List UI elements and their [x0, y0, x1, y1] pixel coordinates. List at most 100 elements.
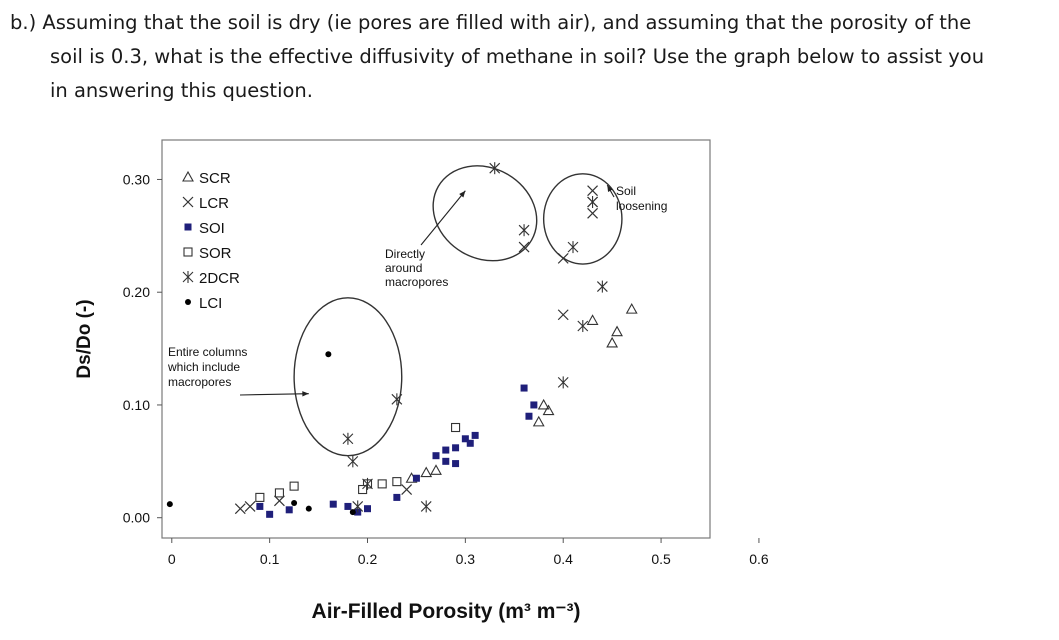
point-lcr-stroke — [557, 252, 569, 264]
point-soi — [442, 446, 450, 454]
point-sor — [289, 481, 299, 491]
point-2dcr — [347, 455, 359, 468]
point-sor — [392, 477, 402, 487]
point-lcr — [401, 484, 413, 495]
point-soi — [285, 506, 293, 514]
x-tick-label: 0.6 — [749, 551, 769, 567]
y-tick-label: 0.00 — [123, 510, 150, 526]
legend-marker-sor — [183, 247, 193, 257]
point-scr — [537, 398, 550, 410]
point-2dcr — [420, 500, 432, 513]
point-soi — [530, 401, 538, 409]
point-soi — [329, 500, 337, 508]
point-2dcr — [342, 432, 354, 445]
point-scr — [611, 325, 623, 337]
question-text: b.) Assuming that the soil is dry (ie po… — [10, 6, 1050, 108]
point-soi — [466, 439, 474, 447]
point-soi — [412, 474, 420, 482]
point-2dcr — [391, 393, 403, 406]
legend-marker-lcr — [182, 196, 194, 208]
legend-marker-lcr-stroke — [182, 196, 194, 208]
point-lcr — [518, 241, 530, 253]
point-lcr-stroke — [557, 309, 569, 321]
point-soi — [452, 460, 460, 468]
point-lcr-stroke — [401, 484, 413, 495]
legend-marker-2dcr — [182, 271, 194, 283]
point-lcr-stroke — [587, 207, 598, 219]
point-2dcr — [587, 196, 598, 209]
annotation-text: Directly around macropores — [385, 247, 448, 289]
annotation-text: Entire columns which include macropores — [167, 345, 247, 389]
point-lcr-stroke — [587, 185, 598, 197]
x-tick-label: 0.5 — [651, 551, 671, 567]
point-2dcr — [567, 241, 579, 254]
highlight-ellipse — [293, 297, 403, 457]
highlight-ellipse — [432, 165, 538, 262]
point-soi — [432, 452, 440, 460]
point-lcr — [557, 309, 569, 321]
question-line-1: b.) Assuming that the soil is dry (ie po… — [10, 11, 972, 34]
point-lcr — [244, 501, 256, 512]
point-2dcr — [577, 320, 589, 333]
point-lci — [305, 505, 312, 512]
point-lcr — [234, 503, 246, 515]
point-scr — [606, 336, 619, 348]
point-soi — [452, 444, 460, 452]
legend-label: LCR — [199, 195, 229, 212]
y-axis-label: Ds/Do (-) — [74, 299, 95, 378]
point-lcr — [587, 185, 598, 197]
question-line-3: in answering this question. — [50, 79, 313, 102]
y-tick-label: 0.20 — [123, 284, 150, 300]
point-soi — [442, 457, 450, 465]
annotation-arrow — [420, 190, 466, 246]
x-tick-label: 0.3 — [456, 551, 476, 567]
point-soi — [525, 412, 533, 420]
point-lci — [349, 509, 356, 516]
point-sor — [377, 479, 387, 489]
point-scr — [542, 404, 555, 416]
point-2dcr — [557, 376, 569, 389]
legend-marker-soi — [184, 223, 192, 231]
legend-marker-scr — [182, 170, 194, 182]
point-soi — [266, 510, 274, 518]
point-sor — [255, 492, 265, 502]
x-tick-label: 0.4 — [553, 551, 573, 567]
x-tick-label: 0 — [168, 551, 176, 567]
point-lci — [166, 501, 173, 508]
question-line-2: soil is 0.3, what is the effective diffu… — [50, 45, 985, 68]
point-lcr — [557, 252, 569, 264]
plot-frame — [161, 139, 711, 539]
point-lcr-stroke — [234, 503, 246, 515]
point-scr — [532, 415, 545, 427]
point-scr — [430, 464, 442, 475]
point-lci — [325, 351, 332, 358]
point-soi — [471, 431, 479, 439]
point-2dcr — [518, 224, 530, 237]
point-soi — [364, 505, 371, 513]
point-soi — [393, 493, 401, 501]
x-axis-label: Air-Filled Porosity (m³ m⁻³) — [312, 600, 581, 623]
point-soi — [461, 435, 469, 443]
point-soi — [256, 502, 264, 510]
legend-label: 2DCR — [199, 270, 240, 287]
annotation-arrowhead — [607, 185, 613, 193]
legend-marker-lci — [185, 299, 191, 305]
point-soi — [344, 502, 352, 510]
legend-label: SCR — [199, 170, 231, 187]
legend-label: SOR — [199, 245, 232, 262]
annotation-text: Soil loosening — [616, 184, 667, 213]
point-lci — [291, 500, 298, 507]
highlight-ellipse — [542, 173, 623, 265]
x-tick-label: 0.2 — [358, 551, 378, 567]
point-sor — [274, 488, 284, 498]
point-sor — [358, 484, 368, 495]
point-2dcr — [362, 477, 373, 490]
legend-label: LCI — [199, 295, 222, 312]
point-lcr-stroke — [244, 501, 256, 512]
y-tick-label: 0.10 — [123, 397, 150, 413]
point-scr — [420, 466, 433, 478]
point-2dcr — [596, 280, 608, 293]
annotation-arrowhead — [459, 190, 466, 198]
x-tick-label: 0.1 — [260, 551, 280, 567]
